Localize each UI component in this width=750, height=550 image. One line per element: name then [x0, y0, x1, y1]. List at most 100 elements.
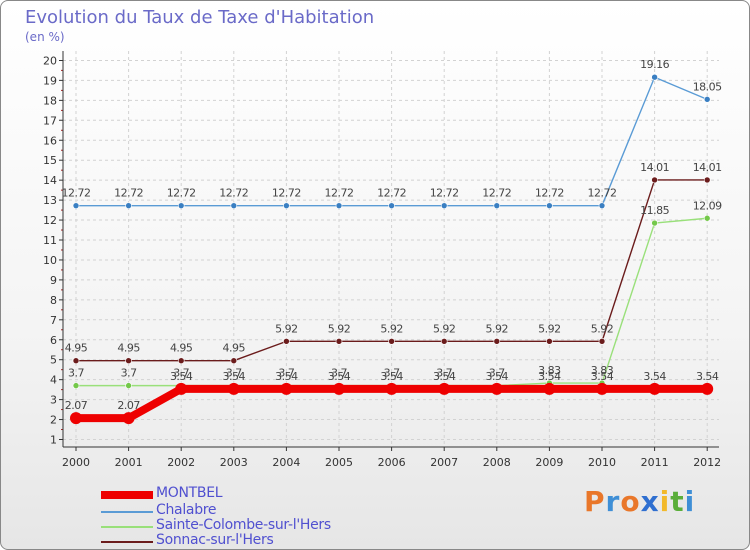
data-label-sonnac-sur-l-hers: 14.01	[640, 161, 669, 174]
logo-letter: i	[659, 485, 671, 518]
data-point-montbel	[70, 412, 82, 425]
data-label-chalabre: 12.72	[272, 187, 301, 200]
data-point-chalabre	[388, 202, 395, 209]
data-label-sonnac-sur-l-hers: 4.95	[65, 342, 88, 355]
data-label-sonnac-sur-l-hers: 5.92	[591, 322, 614, 335]
data-label-chalabre: 12.72	[62, 187, 91, 200]
data-point-sonnac-sur-l-hers	[283, 338, 290, 345]
data-label-sainte-colombe-sur-l-hers: 3.7	[278, 367, 294, 380]
data-point-sonnac-sur-l-hers	[651, 176, 658, 184]
y-tick-label: 13	[43, 194, 57, 207]
y-tick-label: 11	[43, 234, 57, 247]
data-point-chalabre	[440, 202, 448, 209]
data-point-chalabre	[335, 202, 343, 209]
y-tick-label: 20	[43, 54, 57, 67]
chart-title: Evolution du Taux de Taxe d'Habitation	[25, 7, 375, 28]
y-tick-label: 14	[43, 174, 57, 187]
data-point-sonnac-sur-l-hers	[177, 357, 185, 364]
data-label-montbel: 2.07	[117, 399, 140, 412]
data-label-montbel: 3.54	[643, 370, 666, 383]
data-point-chalabre	[72, 202, 80, 209]
data-label-chalabre: 12.72	[219, 187, 248, 200]
data-point-sonnac-sur-l-hers	[703, 176, 711, 184]
y-tick-label: 6	[50, 334, 57, 347]
data-label-chalabre: 19.16	[640, 58, 669, 71]
data-point-sonnac-sur-l-hers	[335, 338, 343, 345]
data-label-sonnac-sur-l-hers: 5.92	[275, 322, 298, 335]
data-label-chalabre: 12.72	[535, 187, 564, 200]
logo-letter: t	[670, 485, 685, 518]
legend-swatch-sonnac	[101, 541, 153, 543]
x-tick-label: 2012	[693, 456, 721, 469]
data-label-sainte-colombe-sur-l-hers: 12.09	[693, 199, 722, 212]
data-point-montbel	[280, 382, 293, 395]
logo-letter: P	[584, 485, 606, 518]
legend-swatch-chalabre	[101, 511, 153, 513]
data-label-montbel: 3.54	[696, 370, 719, 383]
data-label-montbel: 3.54	[591, 370, 614, 383]
data-label-chalabre: 12.72	[167, 187, 196, 200]
data-label-sainte-colombe-sur-l-hers: 3.7	[226, 367, 242, 380]
data-label-sainte-colombe-sur-l-hers: 3.83	[538, 364, 561, 377]
data-label-montbel: 3.54	[380, 370, 403, 383]
data-point-sonnac-sur-l-hers	[230, 357, 238, 364]
y-tick-label: 9	[50, 274, 57, 287]
data-point-chalabre	[230, 202, 238, 209]
data-label-sainte-colombe-sur-l-hers: 3.7	[68, 367, 84, 380]
data-point-montbel	[333, 382, 345, 395]
data-point-chalabre	[125, 202, 132, 209]
logo-letter: o	[620, 485, 641, 518]
x-tick-label: 2005	[325, 456, 353, 469]
data-label-sonnac-sur-l-hers: 14.01	[693, 161, 722, 174]
legend-label-chalabre: Chalabre	[156, 502, 217, 518]
data-label-sonnac-sur-l-hers: 5.92	[433, 322, 456, 335]
data-point-sonnac-sur-l-hers	[493, 338, 501, 345]
data-label-sainte-colombe-sur-l-hers: 3.7	[489, 367, 505, 380]
data-point-sonnac-sur-l-hers	[546, 338, 553, 345]
data-point-chalabre	[651, 73, 658, 81]
data-label-montbel: 3.54	[538, 370, 561, 383]
x-tick-label: 2001	[115, 456, 143, 469]
data-label-sainte-colombe-sur-l-hers: 3.7	[173, 367, 189, 380]
y-tick-label: 18	[43, 94, 57, 107]
data-label-sonnac-sur-l-hers: 4.95	[223, 342, 246, 355]
data-label-sainte-colombe-sur-l-hers: 11.85	[640, 204, 669, 217]
data-point-sainte-colombe-sur-l-hers	[125, 382, 132, 389]
data-point-montbel	[385, 382, 398, 395]
data-point-montbel	[490, 382, 503, 395]
data-point-chalabre	[546, 202, 553, 209]
x-tick-label: 2003	[220, 456, 248, 469]
data-point-sonnac-sur-l-hers	[388, 338, 395, 345]
y-tick-label: 5	[50, 354, 57, 367]
data-label-sainte-colombe-sur-l-hers: 3.7	[384, 367, 400, 380]
data-point-sonnac-sur-l-hers	[72, 357, 80, 364]
data-point-sonnac-sur-l-hers	[125, 357, 132, 364]
data-point-montbel	[227, 382, 240, 395]
data-point-chalabre	[283, 202, 290, 209]
data-label-chalabre: 18.05	[693, 80, 722, 93]
data-label-sainte-colombe-sur-l-hers: 3.7	[436, 367, 452, 380]
legend-label-montbel: MONTBEL	[156, 485, 223, 501]
data-point-montbel	[122, 412, 135, 425]
data-point-sonnac-sur-l-hers	[598, 338, 606, 345]
data-label-montbel: 3.54	[170, 370, 193, 383]
data-label-montbel: 2.07	[65, 399, 88, 412]
data-label-sonnac-sur-l-hers: 5.92	[380, 322, 403, 335]
x-tick-label: 2009	[535, 456, 563, 469]
data-point-montbel	[701, 382, 714, 395]
data-label-sainte-colombe-sur-l-hers: 3.7	[331, 367, 347, 380]
data-point-sainte-colombe-sur-l-hers	[72, 382, 80, 389]
y-tick-label: 16	[43, 134, 57, 147]
y-tick-label: 2	[50, 414, 57, 427]
data-label-sainte-colombe-sur-l-hers: 3.7	[121, 367, 137, 380]
y-tick-label: 4	[50, 374, 57, 387]
legend-swatch-sainte-colombe	[101, 526, 153, 528]
x-tick-label: 2011	[641, 456, 669, 469]
x-tick-label: 2006	[378, 456, 406, 469]
data-label-sainte-colombe-sur-l-hers: 3.83	[591, 364, 614, 377]
data-label-sonnac-sur-l-hers: 5.92	[538, 322, 561, 335]
data-label-sonnac-sur-l-hers: 4.95	[170, 342, 193, 355]
data-point-sainte-colombe-sur-l-hers	[651, 219, 658, 227]
data-point-chalabre	[703, 96, 711, 103]
